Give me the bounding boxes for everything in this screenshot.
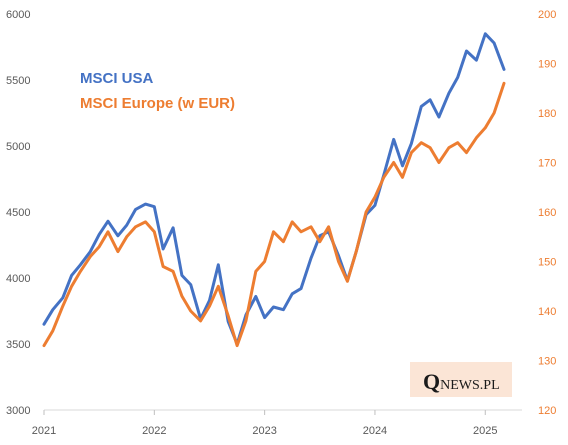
x-tick-label: 2023: [252, 425, 276, 437]
right-tick-label: 120: [538, 405, 556, 417]
watermark-logo: QNEWS.PL: [410, 362, 512, 397]
legend-msci-europe: MSCI Europe (w EUR): [80, 95, 235, 112]
right-tick-label: 160: [538, 207, 556, 219]
right-tick-label: 170: [538, 158, 556, 170]
legend: MSCI USA MSCI Europe (w EUR): [80, 70, 235, 112]
left-tick-label: 5500: [6, 75, 30, 87]
left-tick-label: 3500: [6, 339, 30, 351]
right-tick-label: 140: [538, 306, 556, 318]
left-tick-label: 3000: [6, 405, 30, 417]
right-tick-label: 150: [538, 257, 556, 269]
x-tick-label: 2021: [32, 425, 56, 437]
x-tick-label: 2025: [473, 425, 497, 437]
watermark-box: [410, 362, 512, 397]
watermark-rest: NEWS.PL: [440, 378, 500, 393]
watermark-q: Q: [423, 369, 440, 394]
left-tick-label: 4500: [6, 207, 30, 219]
left-tick-label: 5000: [6, 141, 30, 153]
right-tick-label: 190: [538, 59, 556, 71]
left-axis-ticks: 3000 3500 4000 4500 5000 5500 6000: [6, 9, 30, 417]
watermark-text: QNEWS.PL: [423, 369, 500, 394]
right-tick-label: 130: [538, 356, 556, 368]
x-tick-label: 2024: [363, 425, 387, 437]
right-tick-label: 200: [538, 9, 556, 21]
left-tick-label: 4000: [6, 273, 30, 285]
series-msci-usa-line: [42, 32, 506, 346]
x-tick-label: 2022: [142, 425, 166, 437]
left-tick-label: 6000: [6, 9, 30, 21]
x-axis-ticks: 2021 2022 2023 2024 2025: [32, 410, 498, 437]
right-tick-label: 180: [538, 108, 556, 120]
legend-msci-usa: MSCI USA: [80, 70, 154, 87]
series-msci-europe-line: [42, 81, 506, 348]
right-axis-ticks: 120 130 140 150 160 170 180 190 200: [538, 9, 556, 417]
series-layer: [42, 32, 506, 348]
